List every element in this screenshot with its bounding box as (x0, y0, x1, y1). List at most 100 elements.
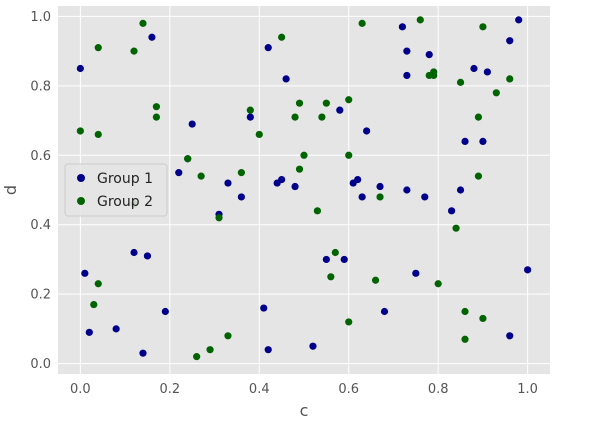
data-point-group-1 (148, 33, 156, 41)
data-point-group-2 (479, 23, 487, 31)
legend-marker-group-1 (77, 174, 85, 182)
legend: Group 1 Group 2 (64, 163, 168, 217)
data-point-group-1 (483, 68, 491, 76)
data-point-group-2 (278, 33, 286, 41)
data-point-group-1 (515, 16, 523, 24)
data-point-group-1 (143, 252, 152, 260)
x-axis-label: c (300, 401, 309, 420)
data-point-group-1 (403, 186, 411, 194)
data-point-group-2 (474, 172, 483, 180)
data-point-group-2 (331, 248, 339, 257)
data-point-group-2 (76, 127, 84, 135)
data-point-group-2 (322, 99, 330, 107)
data-point-group-1 (425, 51, 433, 59)
data-point-group-1 (237, 193, 245, 201)
data-point-group-2 (434, 280, 442, 288)
data-point-group-2 (416, 16, 424, 24)
data-point-group-2 (130, 47, 138, 55)
legend-box (64, 163, 168, 217)
data-point-group-1 (506, 37, 514, 45)
data-point-group-1 (336, 106, 344, 114)
x-tick-label: 1.0 (517, 382, 538, 397)
data-point-group-1 (354, 175, 362, 184)
data-point-group-1 (524, 266, 532, 274)
y-tick-label: 0.0 (30, 357, 51, 372)
data-point-group-2 (224, 332, 232, 340)
data-point-group-2 (474, 113, 483, 121)
x-tick-label: 0.4 (249, 382, 270, 397)
data-point-group-2 (139, 19, 147, 27)
y-tick-label: 0.2 (30, 288, 51, 303)
data-point-group-2 (193, 353, 201, 361)
data-point-group-1 (421, 193, 429, 201)
data-point-group-1 (309, 342, 317, 350)
data-point-group-2 (313, 207, 322, 215)
data-point-group-2 (376, 193, 384, 201)
data-point-group-2 (246, 106, 254, 114)
y-tick-label: 0.8 (30, 79, 51, 94)
data-point-group-1 (76, 64, 84, 73)
x-tick-label: 0.8 (428, 382, 449, 397)
data-point-group-2 (300, 151, 308, 159)
data-point-group-2 (461, 335, 469, 343)
data-point-group-2 (345, 151, 353, 159)
x-axis-ticks: 0.0 0.2 0.4 0.6 0.8 1.0 (70, 382, 538, 397)
y-axis-ticks: 0.0 0.2 0.4 0.6 0.8 1.0 (30, 10, 51, 372)
data-point-group-1 (188, 120, 196, 128)
data-point-group-2 (94, 130, 102, 139)
data-point-group-2 (215, 214, 223, 222)
data-point-group-2 (152, 113, 160, 121)
data-point-group-1 (461, 137, 469, 145)
data-point-group-2 (358, 19, 366, 27)
data-point-group-1 (175, 169, 183, 177)
data-point-group-1 (448, 207, 456, 215)
x-tick-label: 0.6 (338, 382, 359, 397)
data-point-group-1 (380, 307, 389, 316)
data-point-group-2 (461, 307, 469, 316)
data-point-group-2 (90, 300, 98, 309)
data-point-group-2 (492, 89, 500, 97)
data-point-group-1 (278, 175, 286, 184)
data-point-group-1 (456, 186, 465, 194)
data-point-group-2 (456, 78, 465, 86)
data-point-group-2 (197, 172, 205, 180)
y-tick-label: 0.4 (30, 218, 51, 233)
data-point-group-2 (318, 113, 326, 121)
data-point-group-1 (81, 269, 89, 277)
data-point-group-2 (94, 280, 102, 288)
data-point-group-1 (161, 307, 169, 316)
data-point-group-2 (206, 346, 214, 354)
data-point-group-1 (340, 255, 348, 264)
data-points (76, 16, 532, 361)
data-point-group-1 (264, 346, 272, 354)
data-point-group-2 (479, 314, 487, 323)
data-point-group-2 (327, 273, 335, 281)
data-point-group-2 (184, 155, 192, 163)
y-axis-label: d (1, 185, 20, 195)
data-point-group-2 (94, 44, 102, 52)
data-point-group-1 (130, 248, 138, 257)
legend-label-group-1: Group 1 (97, 171, 153, 187)
data-point-group-1 (264, 44, 272, 52)
data-point-group-2 (506, 75, 514, 83)
data-point-group-1 (85, 328, 93, 336)
data-point-group-2 (152, 103, 160, 111)
data-point-group-1 (322, 255, 330, 264)
data-point-group-1 (224, 179, 232, 187)
data-point-group-1 (291, 182, 299, 191)
data-point-group-1 (506, 332, 514, 340)
data-point-group-1 (398, 23, 406, 31)
x-tick-label: 0.2 (159, 382, 180, 397)
data-point-group-1 (403, 71, 411, 80)
data-point-group-1 (470, 64, 478, 73)
data-point-group-1 (412, 269, 420, 277)
y-tick-label: 1.0 (30, 10, 51, 25)
data-point-group-1 (112, 325, 120, 333)
data-point-group-2 (345, 318, 353, 326)
data-point-group-2 (371, 276, 380, 284)
data-point-group-1 (260, 304, 268, 312)
data-point-group-1 (282, 75, 290, 83)
data-point-group-1 (479, 137, 487, 145)
data-point-group-2 (430, 68, 438, 76)
